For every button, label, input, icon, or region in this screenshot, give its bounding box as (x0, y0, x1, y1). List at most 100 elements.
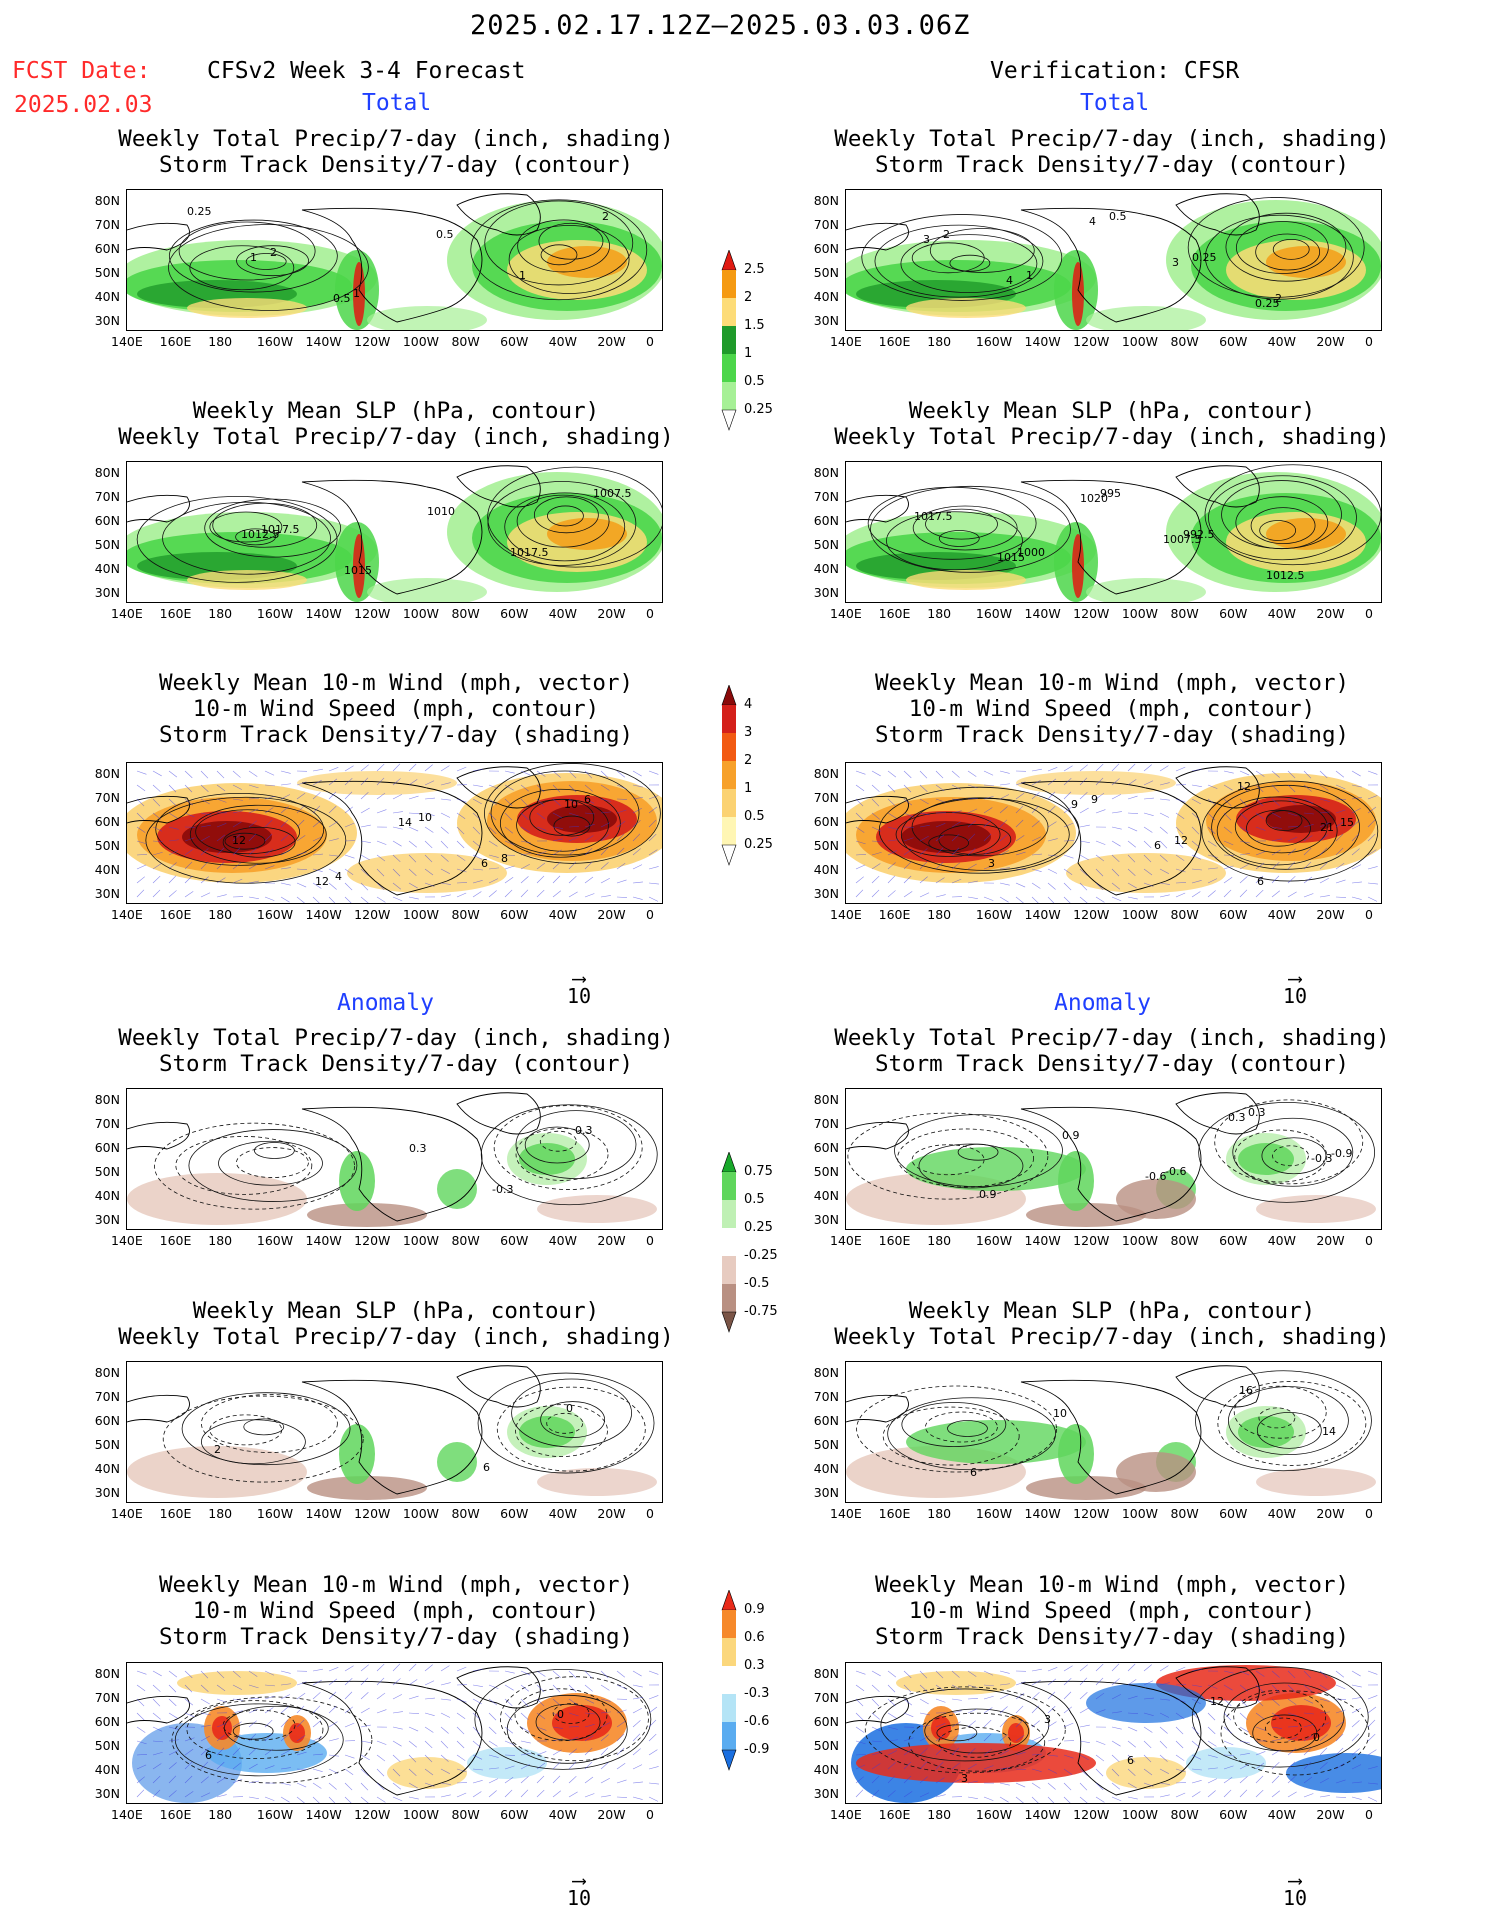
lon-tick-label: 140W (1024, 606, 1061, 621)
lat-tick-label: 50N (813, 838, 839, 853)
vector-reference: ⟶ 10 (1282, 1868, 1308, 1910)
lon-tick-label: 80W (451, 606, 480, 621)
panel-title: Weekly Mean SLP (hPa, contour) Weekly Tot… (118, 1298, 674, 1350)
lat-tick-label: 70N (813, 489, 839, 504)
lon-tick-label: 0 (1365, 606, 1373, 621)
lon-tick-label: 0 (1365, 1233, 1373, 1248)
lon-tick-label: 160E (878, 606, 911, 621)
lon-tick-label: 80W (451, 334, 480, 349)
lat-tick-label: 50N (813, 1437, 839, 1452)
lon-tick-label: 80W (1170, 1807, 1199, 1822)
contour-label: 1012.5 (1266, 569, 1305, 582)
contour-label: -0.3 (492, 1183, 513, 1196)
lat-tick-label: 60N (813, 1714, 839, 1729)
lat-tick-label: 40N (94, 561, 120, 576)
model-title: CFSv2 Week 3-4 Forecast (207, 58, 526, 84)
contour-label: 16 (1239, 1384, 1253, 1397)
vf-anom-wind-map: 0 3 3 6 12 (845, 1662, 1382, 1804)
contour-label: 12 (315, 875, 329, 888)
lon-tick-label: 140E (111, 907, 143, 922)
colorbar-label: -0.25 (744, 1248, 778, 1263)
lon-tick-label: 100W (402, 334, 440, 349)
lon-tick-label: 40W (1267, 1233, 1296, 1248)
contour-label: 6 (205, 1749, 212, 1762)
contour-label: 2 (943, 228, 950, 241)
lat-tick-label: 70N (813, 1116, 839, 1131)
lon-tick-label: 0 (1365, 334, 1373, 349)
lon-tick-label: 100W (1121, 606, 1159, 621)
contour-label: 0.9 (979, 1188, 997, 1201)
fc-anom-precip-map: 0.3 -0.3 0.3 (126, 1088, 663, 1230)
lon-tick-label: 180 (927, 606, 952, 621)
colorbar-label: 4 (744, 697, 753, 712)
lon-tick-label: 40W (1267, 334, 1296, 349)
contour-label: -0.6 (1145, 1170, 1166, 1183)
lon-tick-label: 100W (402, 907, 440, 922)
contour-label: 21 (1320, 821, 1334, 834)
lat-tick-label: 40N (94, 289, 120, 304)
contour-label: 0.25 (1255, 297, 1280, 310)
lon-tick-label: 140E (830, 1807, 862, 1822)
lat-tick-label: 60N (813, 241, 839, 256)
lon-tick-label: 60W (1219, 606, 1248, 621)
contour-label: 1 (1026, 269, 1033, 282)
lon-tick-label: 20W (597, 606, 626, 621)
lat-tick-label: 30N (94, 1212, 120, 1227)
lon-tick-label: 140E (111, 606, 143, 621)
lon-tick-label: 160E (159, 1506, 192, 1521)
lat-tick-label: 50N (94, 265, 120, 280)
lat-tick-label: 70N (813, 790, 839, 805)
lat-tick-label: 40N (813, 561, 839, 576)
lon-tick-label: 80W (451, 1506, 480, 1521)
lon-tick-label: 160E (159, 1807, 192, 1822)
contour-label: 1015 (344, 564, 372, 577)
contour-label: 0.3 (1228, 1111, 1246, 1124)
lon-tick-label: 40W (548, 907, 577, 922)
contour-label: 2 (1275, 292, 1282, 305)
lon-tick-label: 160E (878, 907, 911, 922)
colorbar-label: 0.25 (744, 1220, 773, 1235)
lon-tick-label: 120W (1073, 907, 1110, 922)
lon-tick-label: 180 (927, 1506, 952, 1521)
colorbar-label: -0.5 (744, 1276, 770, 1291)
lon-tick-label: 0 (646, 907, 654, 922)
lon-tick-label: 160W (256, 907, 294, 922)
fcst-date-label: FCST Date: (12, 58, 151, 84)
contour-label: 10 (564, 798, 578, 811)
lon-tick-label: 160E (159, 1233, 192, 1248)
lon-tick-label: 0 (646, 606, 654, 621)
colorbar-label: 0.5 (744, 1192, 765, 1207)
lon-tick-label: 160W (975, 1807, 1013, 1822)
lat-tick-label: 60N (94, 1714, 120, 1729)
contour-label: -0.6 (1165, 1165, 1186, 1178)
lon-tick-label: 100W (402, 1233, 440, 1248)
lon-tick-label: 40W (548, 1233, 577, 1248)
lon-tick-label: 160W (975, 334, 1013, 349)
lon-tick-label: 20W (1316, 1807, 1345, 1822)
lon-tick-label: 120W (354, 334, 391, 349)
contour-label: 10 (1053, 1407, 1067, 1420)
lon-tick-label: 20W (1316, 334, 1345, 349)
contour-label: 0 (566, 1402, 573, 1415)
lat-tick-label: 30N (813, 1786, 839, 1801)
lon-tick-label: 120W (1073, 1506, 1110, 1521)
lon-tick-label: 180 (927, 907, 952, 922)
lon-tick-label: 0 (1365, 1807, 1373, 1822)
lon-tick-label: 60W (500, 1807, 529, 1822)
lon-tick-label: 180 (208, 907, 233, 922)
fc-total-precip-map: 0.25 2 1 0.5 1 2 1 0.5 (126, 189, 663, 331)
lat-tick-label: 80N (813, 766, 839, 781)
storm-colorbar (721, 685, 737, 866)
colorbar-label: -0.6 (744, 1714, 770, 1729)
lat-tick-label: 60N (94, 1140, 120, 1155)
lon-tick-label: 0 (646, 1233, 654, 1248)
lon-tick-label: 40W (1267, 606, 1296, 621)
lat-tick-label: 70N (813, 1690, 839, 1705)
lon-tick-label: 160E (159, 606, 192, 621)
lon-tick-label: 160W (256, 1807, 294, 1822)
lon-tick-label: 20W (597, 907, 626, 922)
lat-tick-label: 60N (94, 814, 120, 829)
contour-label: 1 (519, 269, 526, 282)
lon-tick-label: 0 (1365, 907, 1373, 922)
lon-tick-label: 180 (208, 606, 233, 621)
